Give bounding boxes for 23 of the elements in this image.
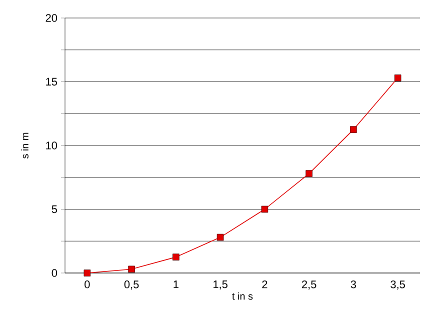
x-tick-label: 3,5 bbox=[390, 280, 405, 290]
point bbox=[350, 126, 357, 133]
y-tick-label: 20 bbox=[46, 14, 58, 22]
x-tick-label: 2 bbox=[262, 280, 268, 288]
point bbox=[261, 206, 268, 213]
y-axis-title: s in m bbox=[21, 132, 28, 159]
y-tick-label: 0 bbox=[52, 269, 58, 277]
point bbox=[216, 234, 224, 241]
point bbox=[172, 254, 180, 260]
point bbox=[394, 74, 402, 82]
x-tick-label: 0,5 bbox=[124, 280, 139, 290]
point bbox=[84, 270, 91, 276]
point bbox=[128, 266, 135, 273]
point bbox=[306, 170, 312, 177]
x-tick-label: 0 bbox=[84, 280, 90, 288]
x-tick-label: 1,5 bbox=[214, 280, 228, 290]
x-tick-label: 1 bbox=[174, 280, 178, 288]
y-tick-label: 15 bbox=[46, 78, 58, 86]
y-tick-label: 10 bbox=[46, 142, 58, 150]
x-tick-label: 3 bbox=[350, 280, 356, 288]
x-axis-title: t in s bbox=[232, 292, 253, 300]
x-tick-label: 2,5 bbox=[302, 280, 316, 290]
y-tick-label: 5 bbox=[52, 205, 58, 214]
